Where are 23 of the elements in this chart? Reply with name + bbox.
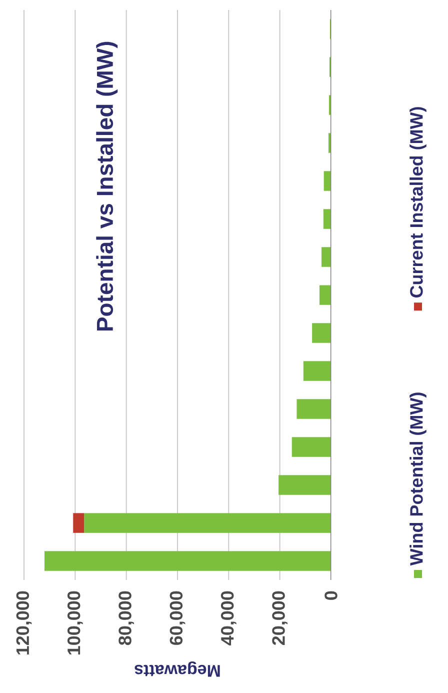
bar: [44, 551, 331, 571]
x-tick-label: 120,000: [16, 591, 32, 654]
bar: [322, 247, 331, 267]
text: Wind Potential (MW): [410, 392, 426, 566]
bar: [323, 209, 331, 229]
text: Potential vs Installed (MW): [96, 42, 118, 331]
bar: [303, 361, 331, 381]
bar: [84, 513, 331, 533]
x-axis-title: Megawatts: [134, 661, 220, 677]
x-tick-label: 60,000: [170, 591, 186, 645]
bar: [312, 323, 331, 343]
text: Current Installed (MW): [410, 107, 426, 298]
x-tick-label: 100,000: [67, 591, 83, 654]
bar: [324, 171, 331, 191]
x-tick-label: 80,000: [118, 591, 134, 646]
x-tick-label: 20,000: [272, 591, 288, 645]
bar: [278, 475, 331, 495]
x-tick-label: 0: [324, 591, 338, 600]
bar: [296, 399, 331, 419]
x-tick-label: 40,000: [220, 591, 236, 646]
bar: [319, 285, 331, 305]
bar: [292, 437, 331, 457]
bar: [73, 513, 84, 533]
